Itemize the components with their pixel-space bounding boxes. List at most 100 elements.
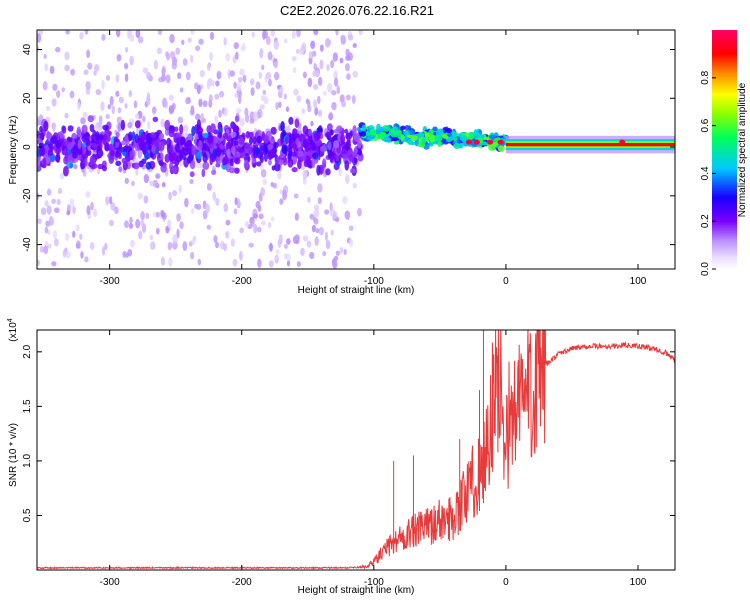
snr-series-line — [37, 330, 675, 570]
spectrogram-noise-blob — [190, 30, 195, 35]
spectrogram-noise-blob — [146, 72, 152, 80]
spectrogram-noise-blob — [135, 30, 141, 39]
spectrogram-noise-blob — [117, 107, 122, 114]
spectrogram-noise-blob — [313, 30, 319, 36]
spectrogram-noise-blob — [345, 55, 351, 61]
spectrogram-noise-blob — [317, 76, 323, 86]
spectrogram-noise-blob — [133, 100, 138, 109]
spectrogram-noise-blob — [330, 59, 335, 69]
spectrogram-noise-blob — [160, 210, 165, 218]
spectrogram-band-blob — [248, 136, 253, 145]
spectrogram-transition-blob — [421, 137, 426, 145]
snr-x-tick-label: 0 — [503, 577, 509, 588]
spectrogram-transition-blob — [381, 132, 387, 138]
svg-text:(x104: (x104 — [7, 318, 19, 341]
spectrogram-noise-blob — [351, 94, 356, 105]
spectrogram-noise-blob — [143, 174, 150, 184]
spectrogram-band-blob — [294, 118, 300, 129]
spectrogram-noise-blob — [51, 98, 57, 107]
spectrogram-noise-blob — [227, 68, 231, 79]
spectrogram-band-blob — [228, 167, 235, 174]
spectrogram-noise-blob — [313, 204, 320, 211]
spectrogram-noise-blob — [125, 252, 129, 258]
spectrogram-noise-blob — [315, 227, 320, 234]
spectrogram-noise-blob — [313, 84, 319, 90]
spectrogram-noise-blob — [239, 117, 245, 127]
spectrogram-noise-blob — [45, 105, 51, 112]
spectrogram-noise-blob — [258, 71, 263, 80]
spectrogram-frame — [36, 29, 676, 270]
spectrogram-noise-blob — [244, 107, 249, 116]
spectrogram-noise-blob — [152, 179, 158, 188]
spectrogram-noise-blob — [309, 251, 315, 260]
spectrogram-noise-blob — [42, 80, 48, 91]
spectrogram-noise-blob — [129, 55, 134, 66]
spectrogram-noise-blob — [270, 181, 274, 188]
spectrogram-y-tick-label: 0 — [22, 144, 33, 150]
spectrogram-band-blob — [226, 148, 231, 159]
spectrogram-noise-blob — [104, 196, 110, 206]
spectrogram-noise-blob — [268, 78, 272, 87]
carrier-hotspot — [497, 139, 504, 145]
spectrogram-band-blob — [316, 164, 321, 176]
spectrogram-band-blob — [354, 147, 358, 154]
spectrogram-noise-blob — [223, 37, 227, 46]
spectrogram-noise-blob — [234, 51, 239, 60]
spectrogram-band-blob — [179, 136, 186, 145]
spectrogram-noise-blob — [43, 53, 47, 60]
spectrogram-noise-blob — [262, 89, 267, 95]
spectrogram-noise-blob — [259, 47, 264, 58]
spectrogram-noise-blob — [152, 106, 157, 114]
spectrogram-noise-blob — [52, 122, 56, 133]
spectrogram-band-blob — [185, 145, 190, 156]
spectrogram-band-blob — [252, 136, 257, 144]
spectrogram-noise-blob — [239, 227, 244, 234]
spectrogram-noise-blob — [105, 74, 111, 81]
spectrogram-band-blob — [202, 161, 210, 170]
spectrogram-noise-blob — [47, 243, 52, 249]
spectrogram-noise-blob — [261, 220, 266, 226]
spectrogram-transition-blob — [410, 135, 419, 141]
spectrogram-noise-blob — [352, 182, 357, 189]
spectrogram-noise-blob — [339, 57, 344, 64]
spectrogram-band-blob — [132, 162, 140, 170]
spectrogram-noise-blob — [285, 238, 291, 245]
spectrogram-band-blob — [344, 128, 349, 134]
spectrogram-band-blob — [69, 162, 74, 169]
spectrogram-noise-blob — [155, 227, 160, 235]
spectrogram-noise-blob — [206, 224, 212, 230]
colorbar: 0.0 0.2 0.4 0.6 0.8 Normalized spectral ampl… — [700, 30, 748, 276]
spectrogram-band-blob — [123, 145, 128, 153]
spectrogram-transition-blob — [437, 140, 442, 148]
spectrogram-noise-blob — [307, 99, 311, 108]
spectrogram-band-blob — [348, 154, 354, 162]
spectrogram-noise-blob — [43, 245, 49, 255]
spectrogram-noise-blob — [274, 254, 279, 264]
spectrogram-band-blob — [149, 132, 156, 138]
spectrogram-noise-blob — [195, 113, 201, 121]
spectrogram-transition-blob — [428, 128, 434, 136]
snr-y-tick-label: 0.5 — [22, 508, 33, 522]
spectrogram-noise-blob — [252, 111, 259, 122]
spectrogram-noise-blob — [331, 101, 337, 111]
spectrogram-noise-blob — [57, 187, 63, 195]
spectrogram-band-blob — [288, 137, 293, 147]
spectrogram-transition-blob — [447, 132, 453, 138]
spectrogram-band-blob — [281, 144, 288, 154]
spectrogram-noise-blob — [86, 49, 91, 59]
spectrogram-noise-blob — [332, 52, 339, 62]
spectrogram-band-blob — [138, 137, 144, 149]
spectrogram-noise-blob — [251, 31, 255, 38]
spectrogram-noise-blob — [72, 206, 77, 214]
colorbar-gradient — [712, 30, 737, 269]
spectrogram-noise-blob — [218, 109, 222, 118]
spectrogram-noise-blob — [124, 220, 129, 229]
spectrogram-noise-blob — [248, 242, 254, 248]
snr-x-tick-label: -100 — [364, 577, 384, 588]
spectrogram-band-blob — [97, 150, 104, 158]
spectrogram-noise-blob — [318, 109, 323, 117]
spectrogram-noise-blob — [283, 38, 288, 44]
spectrogram-noise-blob — [257, 108, 263, 119]
spectrogram-transition-blob — [432, 126, 438, 132]
